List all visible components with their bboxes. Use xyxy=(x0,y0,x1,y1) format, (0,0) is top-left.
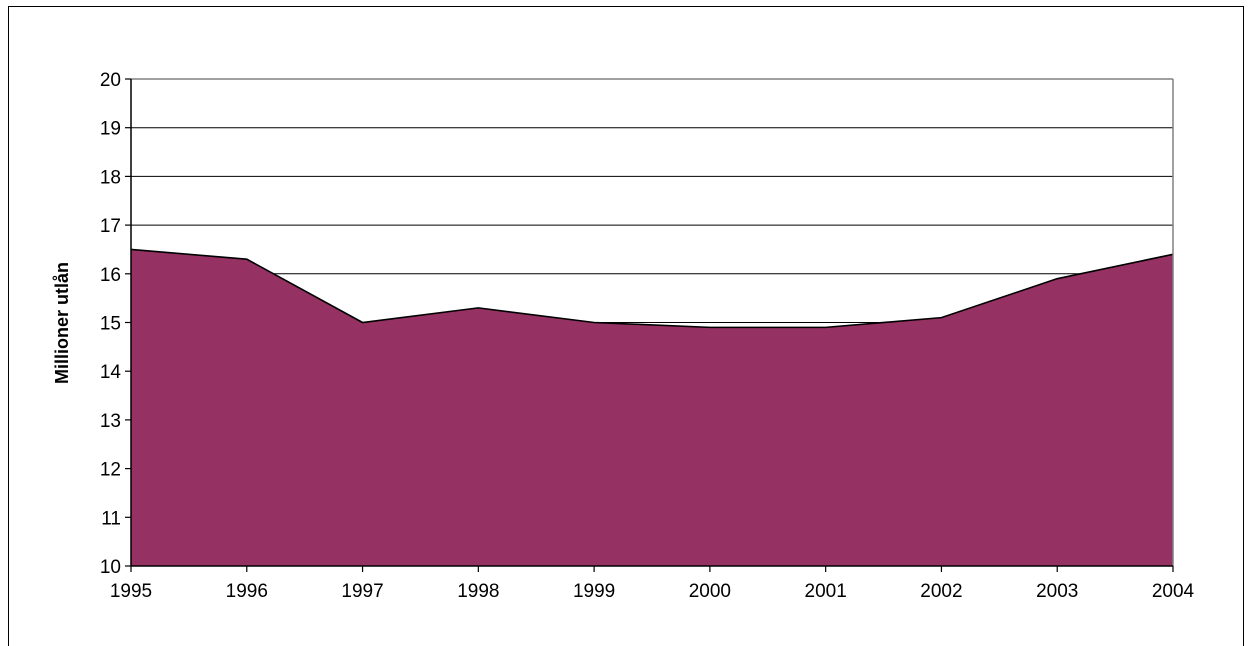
x-tick-label-1996: 1996 xyxy=(226,581,268,602)
y-tick-label-15: 15 xyxy=(100,314,121,335)
y-tick-label-16: 16 xyxy=(100,265,121,286)
x-tick-label-1999: 1999 xyxy=(573,581,615,602)
x-tick-label-2003: 2003 xyxy=(1036,581,1078,602)
y-tick-label-19: 19 xyxy=(100,119,121,140)
x-axis-ticks: 1995 1996 1997 1998 1999 2000 2001 2002 2003 2004 xyxy=(110,566,1195,602)
y-tick-label-17: 17 xyxy=(100,216,121,237)
y-tick-label-13: 13 xyxy=(100,411,121,432)
y-tick-label-12: 12 xyxy=(100,460,121,481)
y-tick-label-18: 18 xyxy=(100,167,121,188)
x-tick-label-2002: 2002 xyxy=(920,581,962,602)
y-tick-label-11: 11 xyxy=(101,508,121,529)
x-tick-label-2001: 2001 xyxy=(805,581,847,602)
y-axis-ticks: 10 11 12 13 14 15 16 17 18 19 20 xyxy=(100,70,131,578)
y-tick-label-14: 14 xyxy=(100,362,122,383)
area-fill xyxy=(131,249,1173,566)
y-axis-title: Millioner utlån xyxy=(52,262,72,384)
y-tick-label-10: 10 xyxy=(100,557,121,578)
x-tick-label-2000: 2000 xyxy=(689,581,731,602)
area-outline xyxy=(130,248,1174,329)
x-tick-label-2004: 2004 xyxy=(1152,581,1195,602)
y-tick-label-20: 20 xyxy=(100,70,121,91)
x-tick-label-1995: 1995 xyxy=(110,581,152,602)
series-area xyxy=(130,248,1174,566)
x-tick-label-1998: 1998 xyxy=(457,581,499,602)
chart-frame xyxy=(8,6,1244,646)
x-tick-label-1997: 1997 xyxy=(341,581,383,602)
